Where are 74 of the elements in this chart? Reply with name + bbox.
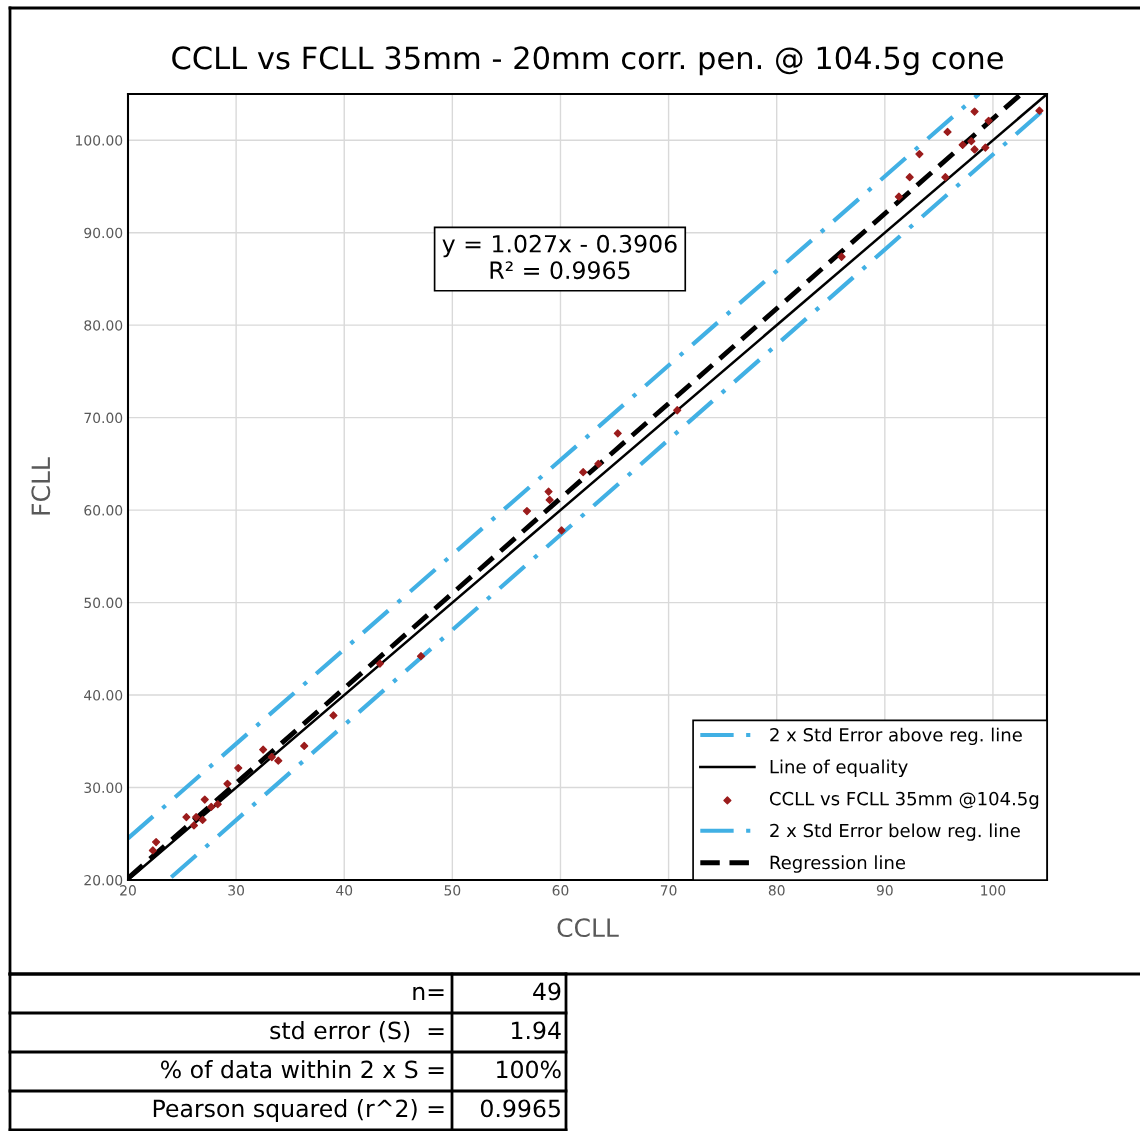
point	[375, 659, 385, 668]
point	[329, 711, 338, 720]
chart-title: CCLL vs FCLL 35mm - 20mm corr. pen. @ 104.5g cone	[172, 46, 1003, 76]
point	[943, 127, 952, 137]
x-tick-label: 50	[444, 885, 461, 896]
point	[984, 116, 993, 125]
y-tick-label: 20.00	[84, 874, 123, 886]
x-tick-label: 100	[981, 885, 1006, 896]
legend-label: 2 x Std Error below reg. line	[770, 823, 1020, 841]
x-tick-label: 20	[120, 885, 136, 896]
point	[267, 752, 276, 762]
text: 49	[533, 982, 561, 1001]
legend-label: Line of equality	[770, 759, 908, 778]
x-tick-label: 90	[876, 885, 893, 896]
point	[522, 506, 532, 516]
annotation: y = 1.027x - 0.3906 R² = 0.9965	[442, 234, 677, 280]
x-tick-label: 40	[336, 885, 353, 896]
point	[941, 173, 950, 182]
point	[967, 137, 976, 146]
text: std error (S) =	[270, 1021, 444, 1043]
point	[981, 143, 990, 152]
x-axis-title: CCLL	[557, 918, 619, 938]
point	[915, 150, 924, 159]
x-tick-label: 70	[660, 885, 677, 896]
point	[300, 741, 309, 751]
point	[192, 813, 201, 822]
point	[579, 468, 588, 477]
point	[594, 459, 603, 468]
point	[905, 173, 914, 182]
point	[837, 252, 846, 261]
legend-label: 2 x Std Error above reg. line	[770, 727, 1022, 746]
text: 100%	[497, 1060, 561, 1079]
point	[673, 406, 682, 415]
text: % of data within 2 x S =	[161, 1060, 444, 1079]
y-tick-label: 40.00	[84, 690, 123, 701]
point	[148, 846, 157, 855]
point	[198, 815, 207, 824]
point	[189, 821, 199, 830]
point	[544, 487, 553, 496]
legend-label: CCLL vs FCLL 35mm @104.5g	[769, 791, 1039, 809]
y-tick-label: 70.00	[84, 412, 123, 424]
x-tick-label: 80	[768, 885, 785, 896]
point	[557, 526, 566, 535]
legend-label: Regression line	[770, 855, 906, 873]
y-tick-label: 80.00	[84, 320, 123, 331]
point	[545, 495, 554, 505]
y-tick-label: 30.00	[84, 782, 123, 793]
point	[182, 813, 191, 822]
point	[152, 837, 161, 847]
text: 0.9965	[480, 1099, 560, 1118]
text: 1.94	[512, 1021, 561, 1040]
point	[970, 145, 979, 154]
point	[213, 800, 222, 809]
point	[259, 745, 268, 754]
point	[234, 764, 243, 773]
point	[1035, 106, 1044, 115]
point	[970, 107, 979, 116]
point	[894, 192, 903, 201]
point	[274, 756, 283, 765]
text: n=	[413, 986, 444, 1001]
point	[200, 795, 209, 804]
y-tick-label: 50.00	[84, 597, 123, 609]
point	[613, 429, 622, 438]
x-tick-label: 60	[552, 885, 569, 896]
y-tick-label: 60.00	[84, 505, 123, 516]
point	[416, 652, 426, 661]
y-axis-title: FCLL	[31, 457, 51, 515]
y-tick-label: 90.00	[84, 227, 123, 239]
y-tick-label: 100.00	[76, 135, 123, 146]
point	[207, 802, 216, 812]
x-tick-label: 30	[228, 885, 245, 896]
point	[958, 140, 967, 149]
point	[223, 779, 232, 788]
text: Pearson squared (r^2) =	[153, 1099, 444, 1122]
